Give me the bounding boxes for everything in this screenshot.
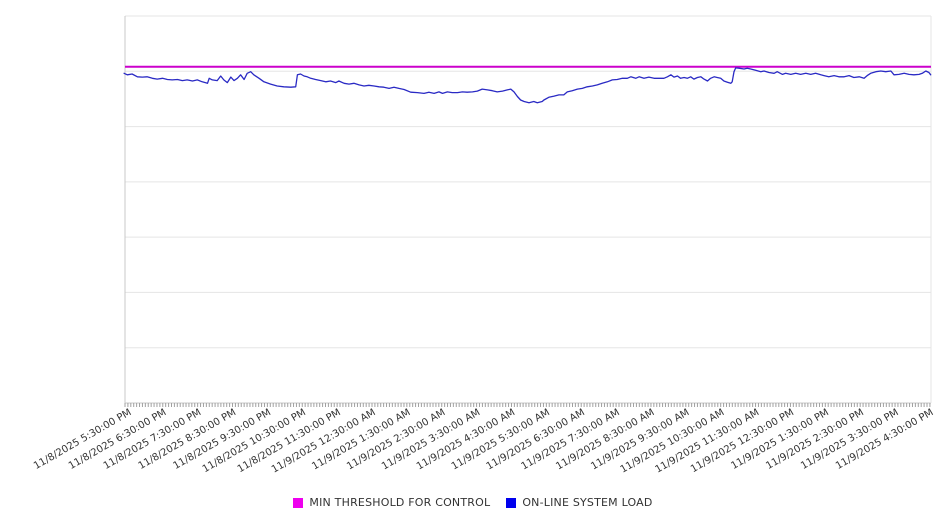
- legend-label-online-system-load: ON-LINE SYSTEM LOAD: [522, 496, 653, 509]
- legend-item-min-threshold: MIN THRESHOLD FOR CONTROL: [293, 496, 490, 509]
- chart-legend: MIN THRESHOLD FOR CONTROL ON-LINE SYSTEM…: [0, 496, 946, 509]
- min-threshold-swatch-icon: [293, 497, 304, 508]
- online-system-load-swatch-icon: [506, 497, 517, 508]
- legend-label-min-threshold: MIN THRESHOLD FOR CONTROL: [309, 496, 491, 509]
- legend-item-online-system-load: ON-LINE SYSTEM LOAD: [506, 496, 652, 509]
- online-system-load-line: [123, 67, 932, 104]
